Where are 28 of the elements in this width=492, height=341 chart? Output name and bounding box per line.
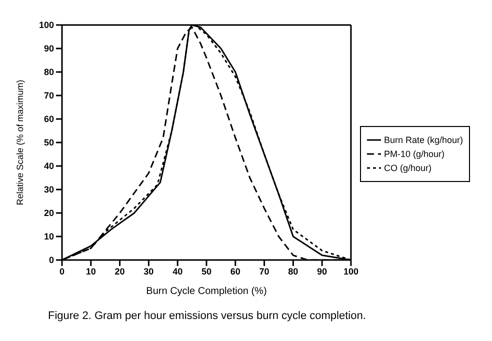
y-tick-label: 10 — [44, 232, 54, 242]
y-tick-label: 30 — [44, 184, 54, 195]
x-tick-label: 60 — [230, 266, 240, 276]
y-tick-label: 20 — [44, 208, 54, 218]
x-tick-label: 0 — [59, 266, 65, 276]
y-tick-label: 0 — [48, 255, 54, 266]
x-axis-title: Burn Cycle Completion (%) — [146, 286, 267, 297]
caption: Figure 2. Gram per hour emissions versus burn cycle completion. — [48, 310, 367, 322]
y-tick-label: 60 — [44, 114, 54, 124]
legend-label: PM-10 (g/hour) — [384, 149, 444, 159]
y-axis-title: Relative Scale (% of maximum) — [15, 80, 26, 206]
y-tick-label: 50 — [44, 138, 54, 148]
y-tick-label: 80 — [44, 67, 54, 78]
y-tick-label: 90 — [44, 44, 54, 54]
x-tick-label: 70 — [259, 266, 270, 276]
x-tick-label: 50 — [201, 266, 212, 276]
x-tick-label: 30 — [144, 266, 154, 276]
legend-label: Burn Rate (kg/hour) — [384, 135, 463, 145]
y-tick-label: 100 — [38, 20, 54, 30]
y-tick-label: 40 — [44, 161, 54, 172]
legend-label: CO (g/hour) — [384, 163, 432, 173]
y-tick-label: 70 — [44, 90, 54, 101]
x-tick-label: 90 — [317, 266, 328, 276]
x-tick-label: 40 — [172, 266, 183, 276]
x-tick-label: 20 — [114, 266, 125, 276]
x-tick-label: 100 — [343, 266, 358, 276]
x-tick-label: 10 — [86, 266, 96, 276]
x-tick-label: 80 — [288, 266, 298, 276]
